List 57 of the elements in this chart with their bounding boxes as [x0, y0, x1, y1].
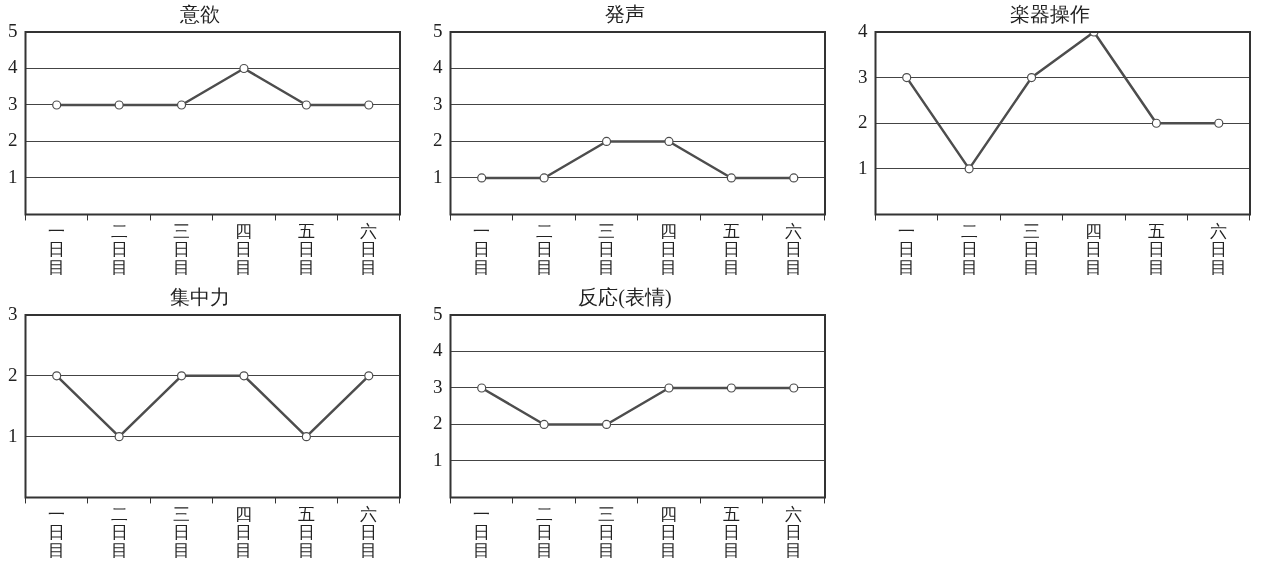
x-tick-label: 五日目 [297, 504, 315, 560]
x-tick-label: 五日目 [722, 504, 740, 560]
chart-title: 意欲 [179, 3, 220, 26]
y-tick-label: 3 [433, 92, 443, 114]
x-tick-label: 一日目 [473, 221, 491, 277]
x-tick-label: 四日目 [235, 221, 253, 277]
x-tick-label: 三日目 [598, 221, 616, 277]
y-tick-label: 1 [858, 156, 868, 178]
x-tick-label: 六日目 [785, 504, 803, 560]
x-tick-label: 五日目 [297, 221, 315, 277]
x-tick-label: 一日目 [473, 504, 491, 560]
y-tick-label: 1 [433, 448, 443, 470]
y-tick-label: 3 [433, 375, 443, 397]
y-tick-label: 4 [433, 339, 443, 361]
x-tick-label: 四日目 [660, 221, 678, 277]
x-tick-label: 五日目 [722, 221, 740, 277]
x-tick-label: 六日目 [360, 221, 378, 277]
x-tick-label: 三日目 [598, 504, 616, 560]
y-tick-label: 3 [858, 65, 868, 87]
x-tick-label: 一日目 [48, 504, 66, 560]
x-tick-label: 六日目 [360, 504, 378, 560]
x-tick-label: 四日目 [660, 504, 678, 560]
x-tick-label: 五日目 [1147, 221, 1165, 277]
x-tick-label: 二日目 [960, 221, 978, 277]
y-tick-label: 4 [8, 56, 18, 78]
x-tick-label: 四日目 [235, 504, 253, 560]
x-tick-label: 三日目 [173, 504, 191, 560]
y-tick-label: 5 [433, 19, 443, 41]
y-tick-label: 1 [8, 165, 18, 187]
x-tick-label: 二日目 [535, 504, 553, 560]
x-tick-label: 四日目 [1085, 221, 1103, 277]
x-tick-label: 三日目 [1023, 221, 1041, 277]
y-tick-label: 2 [8, 363, 18, 385]
y-tick-label: 2 [433, 129, 443, 151]
x-tick-label: 二日目 [110, 221, 128, 277]
y-tick-label: 4 [433, 56, 443, 78]
y-tick-label: 3 [8, 92, 18, 114]
y-tick-label: 5 [8, 19, 18, 41]
y-tick-label: 5 [433, 302, 443, 324]
y-tick-label: 4 [858, 19, 868, 41]
chart-title: 楽器操作 [1010, 3, 1090, 26]
y-tick-label: 2 [433, 412, 443, 434]
y-tick-label: 1 [8, 424, 18, 446]
y-tick-label: 2 [8, 129, 18, 151]
x-tick-label: 六日目 [785, 221, 803, 277]
y-tick-label: 1 [433, 165, 443, 187]
x-tick-label: 三日目 [173, 221, 191, 277]
x-tick-label: 一日目 [48, 221, 66, 277]
chart-title: 反応(表情) [578, 286, 672, 310]
x-tick-label: 一日目 [898, 221, 916, 277]
y-tick-label: 2 [858, 111, 868, 133]
chart-title: 集中力 [170, 286, 230, 309]
x-tick-label: 六日目 [1210, 221, 1228, 277]
y-tick-label: 3 [8, 302, 18, 324]
chart-title: 発声 [605, 3, 645, 26]
x-tick-label: 二日目 [535, 221, 553, 277]
x-tick-label: 二日目 [110, 504, 128, 560]
